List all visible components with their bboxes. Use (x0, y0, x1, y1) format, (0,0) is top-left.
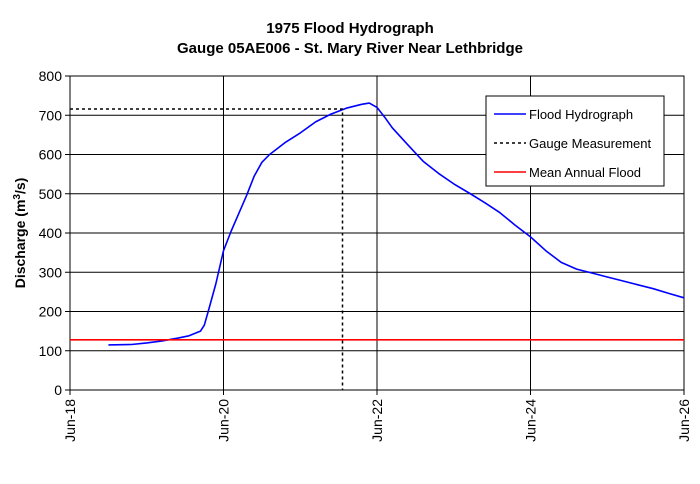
legend-flood-hydrograph-label: Flood Hydrograph (529, 107, 633, 122)
legend-gauge-measurement-label: Gauge Measurement (529, 136, 652, 151)
axes: 0 100 200 300 400 500 600 700 800 Jun-18 Jun-20 Jun… (39, 68, 692, 442)
y-tick-label: 500 (39, 186, 63, 202)
legend: Flood Hydrograph Gauge Measurement Mean An… (485, 95, 665, 187)
x-tick-label: Jun-26 (676, 399, 692, 442)
y-tick-label: 0 (54, 382, 62, 398)
y-axis-label: Discharge (m3/s) (12, 178, 28, 289)
y-tick-label: 400 (39, 225, 63, 241)
x-tick-label: Jun-24 (523, 399, 539, 442)
grid-lines (70, 76, 684, 390)
gauge-measurement-line (70, 108, 344, 390)
y-tick-label: 100 (39, 343, 63, 359)
y-tick-label: 800 (39, 68, 63, 84)
x-tick-label: Jun-20 (216, 399, 232, 442)
series-layer (70, 102, 685, 390)
y-tick-label: 200 (39, 304, 63, 320)
y-tick-label: 700 (39, 107, 63, 123)
legend-mean-annual-flood-label: Mean Annual Flood (529, 165, 641, 180)
legend-box (485, 95, 665, 187)
y-tick-label: 300 (39, 264, 63, 280)
x-tick-label: Jun-22 (369, 399, 385, 442)
x-tick-label: Jun-18 (62, 399, 78, 442)
chart-subtitle: Gauge 05AE006 - St. Mary River Near Leth… (177, 40, 523, 57)
chart-title: 1975 Flood Hydrograph (266, 20, 434, 37)
y-tick-label: 600 (39, 147, 63, 163)
flood-hydrograph-line (108, 102, 685, 346)
